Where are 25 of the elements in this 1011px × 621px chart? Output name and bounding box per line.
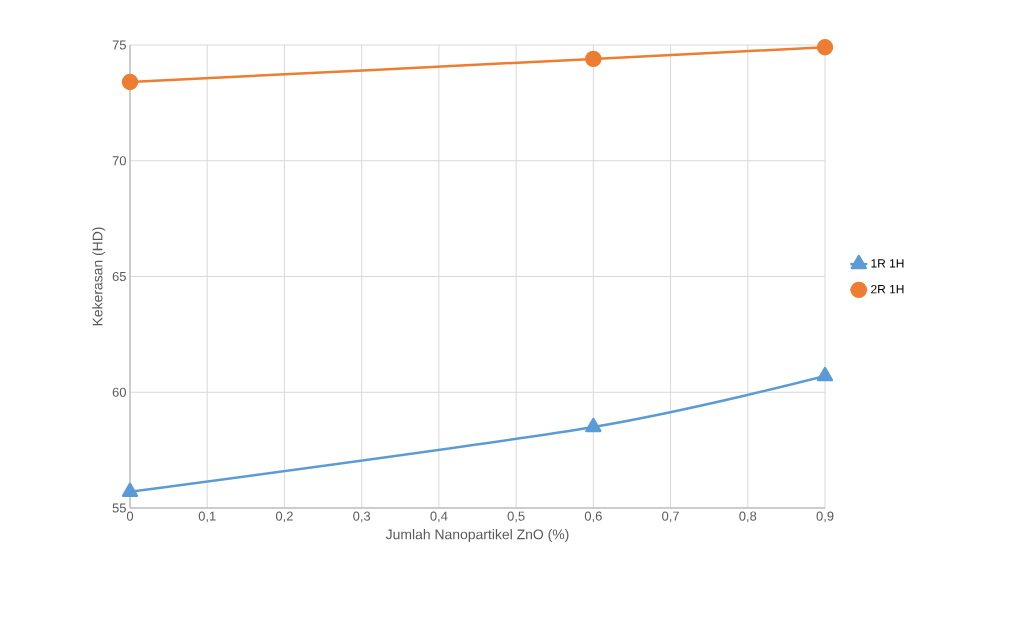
x-tick-label: 0,9 [816, 511, 834, 523]
x-tick-label: 0,3 [353, 511, 371, 523]
x-tick-label: 0,5 [507, 511, 525, 523]
point [585, 417, 602, 433]
x-tick-label: 0,7 [662, 511, 679, 523]
x-tick-label: 0,4 [430, 511, 448, 523]
y-tick-label: 70 [112, 156, 126, 166]
x-tick-label: 0,1 [198, 511, 216, 523]
point [121, 73, 139, 91]
point [816, 366, 834, 382]
x-axis-title: Jumlah Nanopartikel ZnO (%) [385, 529, 569, 543]
x-tick-label: 0,6 [584, 511, 602, 523]
point [816, 39, 834, 56]
legend-label: 1R 1H [871, 259, 904, 268]
point [121, 482, 139, 498]
y-axis-title: Kekerasan (HD) [92, 227, 106, 326]
x-tick-label: 0 [126, 511, 134, 521]
y-tick-label: 75 [112, 40, 126, 50]
y-tick-label: 60 [112, 387, 126, 397]
y-tick-label: 55 [112, 503, 126, 513]
y-tick-label: 65 [112, 271, 126, 282]
point [585, 50, 602, 68]
x-tick-label: 0,2 [275, 511, 293, 523]
legend-label: 2R 1H [871, 284, 904, 294]
x-tick-label: 0,8 [739, 511, 757, 523]
